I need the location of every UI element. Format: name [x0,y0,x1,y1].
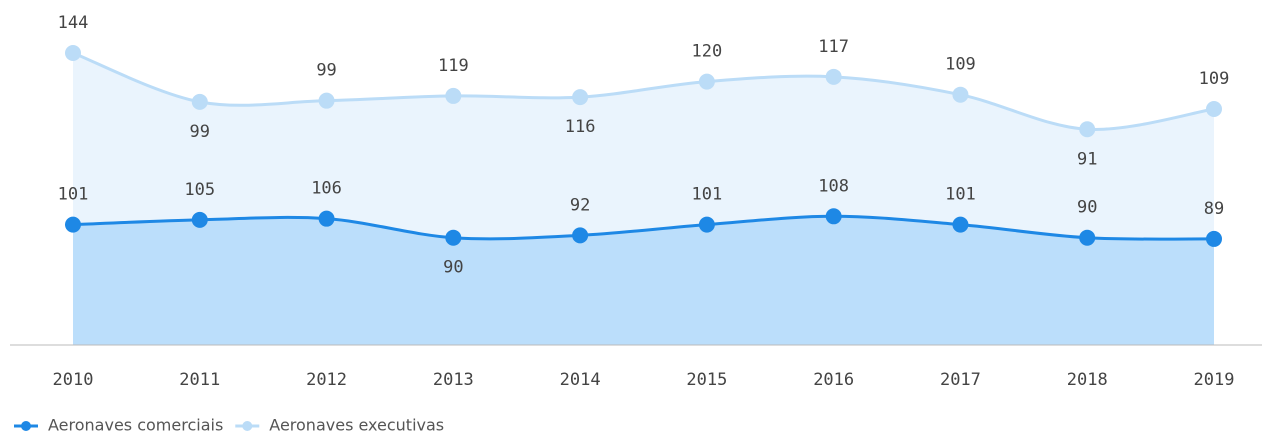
x-tick-label: 2014 [560,370,601,390]
value-label: 117 [818,37,849,57]
value-label: 109 [945,55,976,75]
value-label: 116 [565,117,596,137]
point [1206,101,1222,118]
point [445,229,462,246]
point [65,216,81,233]
legend-label: Aeronaves executivas [269,416,444,435]
value-label: 92 [570,195,590,215]
value-label: 89 [1204,199,1224,219]
point [65,45,81,61]
point [1079,229,1096,246]
value-label: 90 [443,258,463,278]
x-tick-label: 2017 [940,370,981,390]
point [191,93,208,110]
legend-marker [242,421,253,431]
value-label: 101 [58,185,89,205]
point [825,68,842,85]
value-label: 106 [311,179,342,199]
point [572,227,589,244]
legend-label: Aeronaves comerciais [48,416,223,435]
point [952,86,969,103]
value-label: 90 [1077,198,1097,218]
x-tick-label: 2015 [686,370,727,390]
line [72,51,1215,131]
x-tick-label: 2019 [1194,370,1235,390]
value-label: 101 [945,185,976,205]
x-tick-label: 2013 [433,370,474,390]
value-label: 91 [1077,149,1097,169]
point [445,87,462,104]
value-label: 109 [1199,69,1230,89]
line [72,214,1215,241]
legend-marker [21,421,31,431]
x-tick-label: 2011 [179,370,220,390]
x-tick-label: 2018 [1067,370,1108,390]
value-label: 144 [58,13,89,33]
value-label: 105 [184,180,215,200]
point [1079,121,1096,138]
point [318,210,335,227]
value-label: 108 [818,176,849,196]
point [825,208,842,225]
x-tick-label: 2012 [306,370,347,390]
point [572,89,589,106]
area [73,53,1214,240]
value-label: 101 [692,185,723,205]
area [73,216,1214,345]
point [952,216,969,233]
point [191,211,208,228]
point [698,73,715,90]
value-label: 120 [692,42,723,62]
value-label: 99 [190,122,210,142]
x-tick-label: 2010 [53,370,94,390]
point [698,216,715,233]
x-tick-label: 2016 [813,370,854,390]
value-label: 99 [316,61,336,81]
value-label: 119 [438,56,469,76]
point [318,92,335,109]
point [1206,230,1222,247]
